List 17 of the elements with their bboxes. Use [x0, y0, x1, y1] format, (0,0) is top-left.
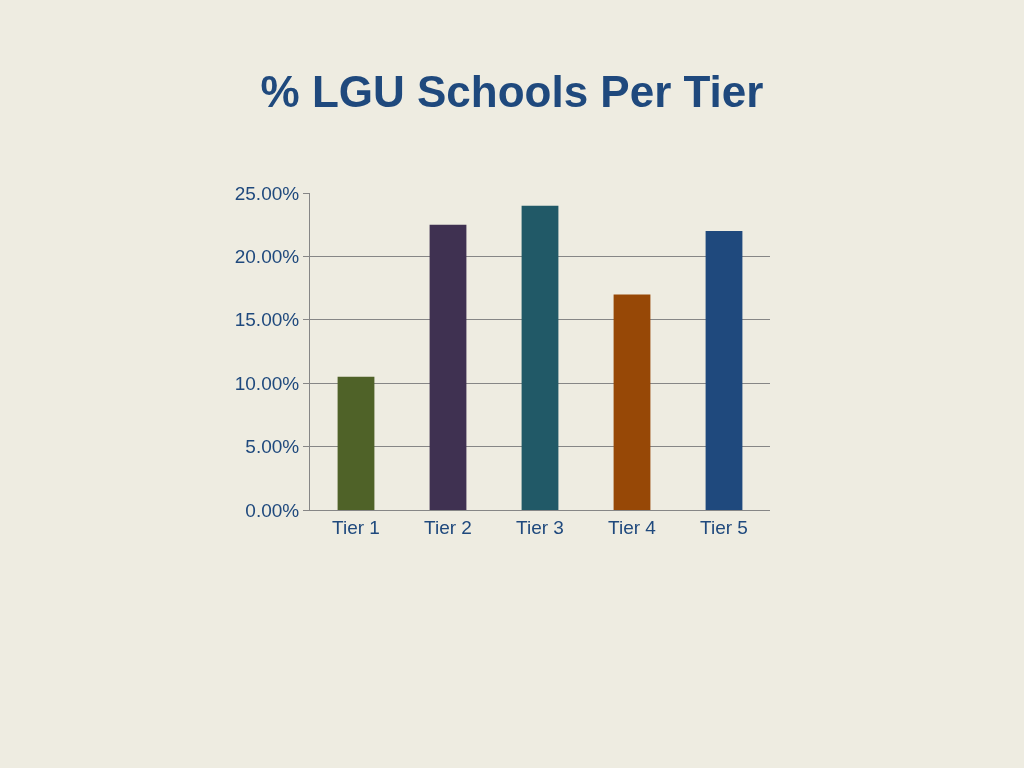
- bar: [705, 231, 743, 510]
- y-tick-label: 15.00%: [234, 309, 300, 331]
- bar: [613, 294, 651, 510]
- bar: [521, 205, 559, 510]
- y-tick-label: 20.00%: [234, 246, 300, 268]
- y-tick-label: 25.00%: [234, 182, 300, 204]
- x-tick-label: Tier 3: [516, 516, 564, 538]
- y-tick-label: 5.00%: [245, 436, 300, 458]
- chart-title: % LGU Schools Per Tier: [260, 67, 764, 117]
- bar: [429, 224, 467, 510]
- y-tick-label: 0.00%: [245, 499, 300, 521]
- y-tick-label: 10.00%: [234, 372, 300, 394]
- x-tick-label: Tier 1: [332, 516, 380, 538]
- x-tick-label: Tier 4: [608, 516, 657, 538]
- bar: [337, 376, 375, 510]
- x-tick-label: Tier 5: [700, 516, 748, 538]
- x-tick-label: Tier 2: [424, 516, 472, 538]
